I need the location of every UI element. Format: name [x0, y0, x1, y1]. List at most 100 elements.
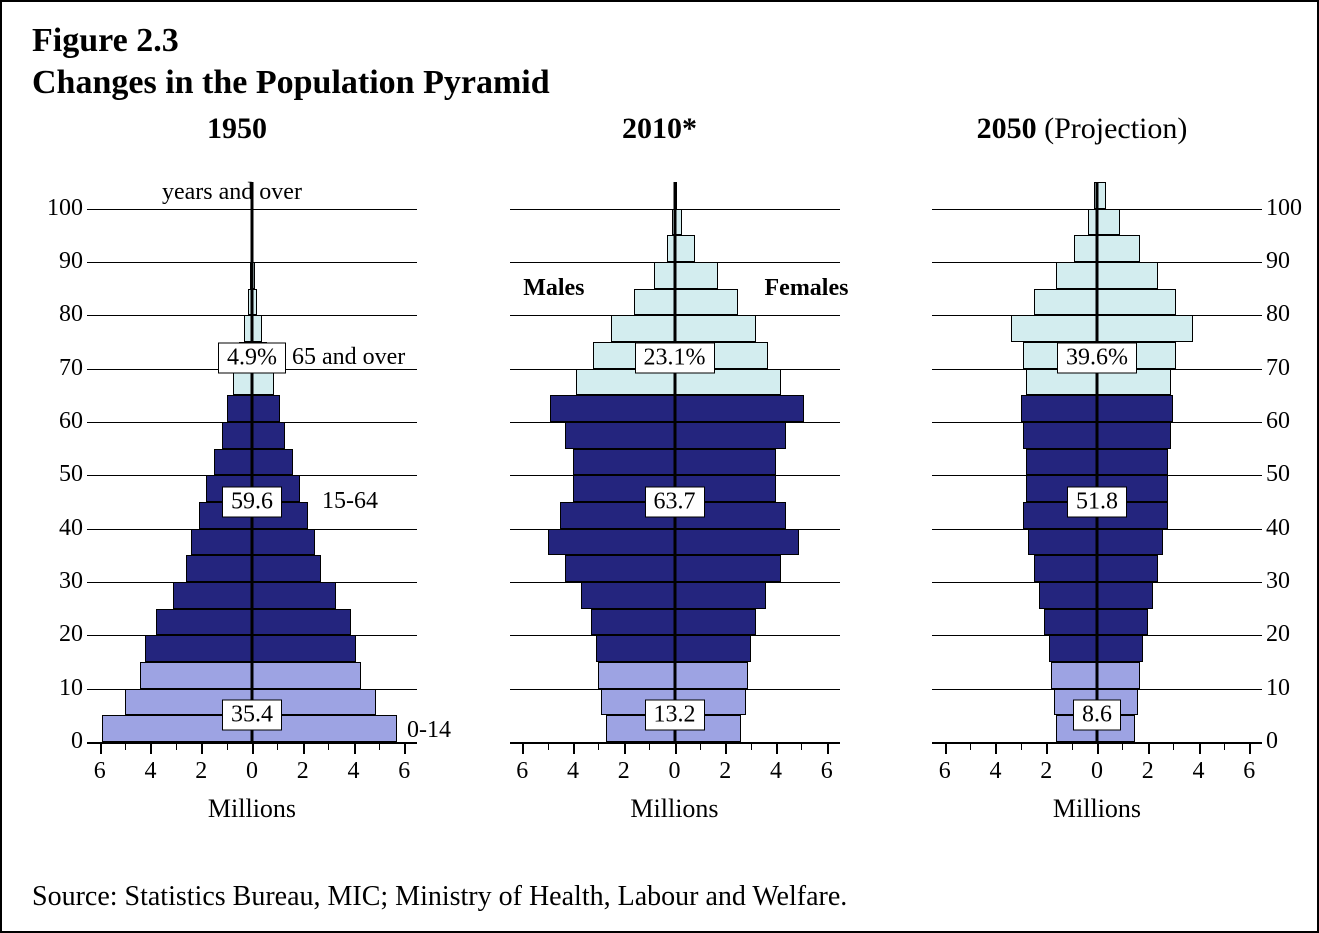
bar-male [581, 582, 675, 609]
bar-male [222, 422, 252, 449]
y-tick-right: 20 [1266, 621, 1314, 648]
x-tick [1122, 744, 1123, 750]
bar-female [1097, 449, 1168, 476]
bar-female [1097, 262, 1158, 289]
bar-female [252, 395, 280, 422]
x-tick-label: 0 [1091, 758, 1103, 785]
bar-female [1097, 422, 1171, 449]
x-tick [649, 744, 650, 750]
pyramid-title: 1950 [32, 112, 442, 146]
x-tick [227, 744, 228, 750]
x-tick [995, 744, 997, 754]
y-tick-left: 20 [35, 621, 83, 648]
x-tick [945, 744, 947, 754]
bar-female [675, 262, 718, 289]
bar-male [191, 529, 252, 556]
bar-female [1097, 555, 1158, 582]
y-tick-right: 10 [1266, 675, 1314, 702]
x-tick [1224, 744, 1225, 750]
y-tick-right: 90 [1266, 248, 1314, 275]
x-tick [201, 744, 203, 754]
bar-female [675, 582, 766, 609]
bar-male [1034, 555, 1097, 582]
bar-female [1097, 662, 1140, 689]
pct-young: 8.6 [1073, 700, 1121, 731]
bar-female [675, 235, 695, 262]
bar-male [227, 395, 252, 422]
bar-male [565, 555, 674, 582]
center-axis [251, 182, 254, 742]
figure-title: Changes in the Population Pyramid [32, 64, 1287, 102]
x-tick [1097, 744, 1099, 754]
center-axis [1096, 182, 1099, 742]
x-tick [548, 744, 549, 750]
x-tick-label: 2 [719, 758, 731, 785]
bar-female [675, 289, 738, 316]
y-tick-left: 50 [35, 461, 83, 488]
x-tick-label: 4 [1193, 758, 1205, 785]
pyramid-title: 2010* [455, 112, 865, 146]
x-tick-label: 2 [297, 758, 309, 785]
bar-female [252, 529, 315, 556]
y-tick-right: 30 [1266, 568, 1314, 595]
bar-male [1034, 289, 1097, 316]
y-tick-left: 80 [35, 301, 83, 328]
bar-female [675, 315, 756, 342]
x-tick [598, 744, 599, 750]
x-tick [776, 744, 778, 754]
x-tick-label: 2 [1040, 758, 1052, 785]
pyramid-title: 2050 (Projection) [877, 112, 1287, 146]
bar-male [550, 395, 674, 422]
bar-female [252, 582, 336, 609]
bar-female [1097, 289, 1176, 316]
bar-female [252, 662, 361, 689]
bar-male [1028, 529, 1097, 556]
x-tick [1173, 744, 1174, 750]
age-band-label-old: 65 and over [292, 344, 405, 371]
bar-female [675, 422, 787, 449]
x-tick [675, 744, 677, 754]
pct-work: 59.6 [222, 487, 282, 518]
bar-female [252, 422, 285, 449]
y-tick-right: 50 [1266, 461, 1314, 488]
bar-male [1074, 235, 1097, 262]
x-axis-label: Millions [510, 794, 840, 824]
pct-young: 35.4 [222, 700, 282, 731]
bar-male [611, 315, 674, 342]
x-tick [125, 744, 126, 750]
bar-female [1097, 582, 1153, 609]
bar-male [591, 609, 675, 636]
bar-male [156, 609, 252, 636]
bar-female [1097, 395, 1173, 422]
y-tick-right: 100 [1266, 195, 1314, 222]
x-tick [404, 744, 406, 754]
bar-female [252, 449, 293, 476]
y-tick-left: 100 [35, 195, 83, 222]
pyramid-1: 2010*23.1%63.713.2MalesFemales6420246Mil… [455, 112, 865, 852]
pct-old: 4.9% [218, 343, 286, 374]
x-axis: 6420246Millions [932, 742, 1262, 744]
pyramid-row: 195001020304050607080901004.9%59.635.4ye… [32, 112, 1287, 852]
bar-female [675, 662, 749, 689]
x-tick [1249, 744, 1251, 754]
x-tick [725, 744, 727, 754]
bar-female [1097, 529, 1163, 556]
bar-male [1023, 422, 1097, 449]
bar-male [1049, 635, 1097, 662]
bar-male [1011, 315, 1097, 342]
plot-area: 010203040506070809010039.6%51.88.6642024… [932, 182, 1262, 742]
y-tick-left: 60 [35, 408, 83, 435]
bar-male [1039, 582, 1097, 609]
x-tick [700, 744, 701, 750]
bar-female [252, 635, 356, 662]
x-tick-label: 6 [398, 758, 410, 785]
pyramid-0: 195001020304050607080901004.9%59.635.4ye… [32, 112, 442, 852]
x-tick-label: 0 [246, 758, 258, 785]
x-tick-label: 6 [94, 758, 106, 785]
age-band-label-work: 15-64 [322, 488, 378, 515]
y-tick-left: 40 [35, 515, 83, 542]
bar-female [1097, 315, 1193, 342]
center-axis [673, 182, 676, 742]
bar-male [598, 662, 674, 689]
pct-old: 39.6% [1057, 343, 1137, 374]
